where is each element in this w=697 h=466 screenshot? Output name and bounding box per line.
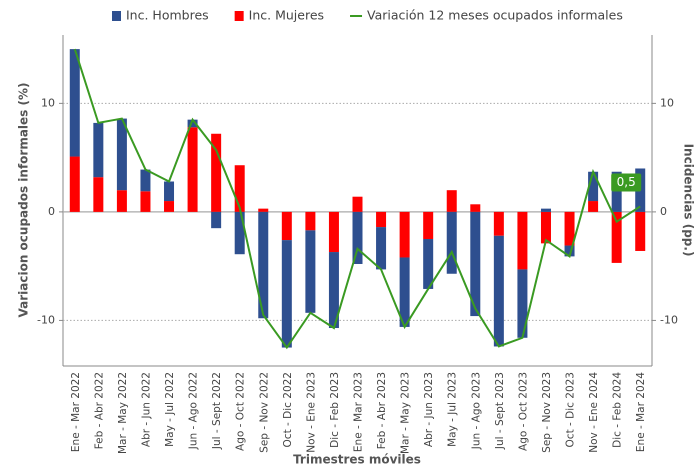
bar: [423, 239, 434, 289]
bar: [399, 211, 410, 258]
bar: [258, 208, 269, 212]
line: [73, 48, 641, 350]
y2-tick-label: 0: [660, 205, 667, 218]
annotation: 0,5: [617, 175, 636, 189]
x-tick-label: Sep - Nov 2022: [258, 372, 270, 453]
x-tick-label: Nov - Ene 2024: [588, 372, 600, 453]
x-tick-label: Ene - Mar 2023: [353, 372, 365, 452]
bar: [211, 211, 222, 229]
bar: [493, 235, 504, 347]
bar: [493, 211, 504, 236]
x-tick-label: Dic - Feb 2024: [612, 372, 624, 448]
bar: [352, 211, 363, 264]
bar: [164, 201, 175, 212]
y2-axis-title: Incidencias (pp.): [682, 144, 696, 257]
y-tick-label: 0: [48, 205, 55, 218]
x-tick-label: Jun - Ago 2023: [470, 372, 482, 450]
y-axis-title: Variacion ocupados informales (%): [17, 83, 31, 318]
bar: [588, 171, 599, 202]
bar: [69, 49, 80, 157]
x-tick-label: Jul - Sept 2022: [211, 372, 223, 450]
x-tick-label: May - Jul 2022: [164, 372, 176, 447]
bar: [564, 245, 575, 257]
x-tick-label: May - Jul 2023: [447, 372, 459, 447]
y2-tick-label: -10: [660, 313, 678, 326]
bar: [234, 165, 245, 212]
x-tick-label: Ene - Mar 2024: [635, 372, 647, 452]
bar: [140, 169, 151, 192]
bar: [93, 122, 104, 178]
bar: [611, 211, 622, 263]
bar: [328, 252, 339, 329]
bar: [611, 171, 622, 212]
bar: [116, 118, 127, 191]
bar: [187, 127, 198, 212]
x-tick-label: Sep - Nov 2023: [541, 372, 553, 453]
bar: [470, 204, 481, 212]
bar: [187, 119, 198, 128]
x-tick-label: Abr - Jun 2022: [140, 372, 152, 447]
bar: [140, 191, 151, 212]
x-tick-label: Mar - May 2023: [400, 372, 412, 454]
bar: [211, 133, 222, 212]
bar: [258, 211, 269, 319]
bar: [588, 201, 599, 212]
legend-label: Inc. Hombres: [126, 8, 209, 23]
y-tick-label: -10: [37, 313, 55, 326]
bar: [399, 257, 410, 327]
bar: [164, 181, 175, 202]
x-tick-label: Feb - Abr 2022: [93, 372, 105, 449]
x-tick-label: Oct - Dic 2023: [565, 372, 577, 447]
bar: [517, 211, 528, 270]
bar: [328, 211, 339, 253]
x-tick-label: Dic - Feb 2023: [329, 372, 341, 448]
bar: [635, 211, 646, 251]
bar: [376, 227, 387, 270]
legend-swatch: [112, 11, 121, 21]
legend-label: Inc. Mujeres: [249, 8, 324, 23]
legend-swatch: [234, 11, 244, 21]
bar: [376, 211, 387, 228]
bar: [69, 156, 80, 212]
bar: [281, 211, 292, 241]
x-tick-label: Feb - Abr 2023: [376, 372, 388, 449]
bar: [305, 230, 316, 313]
bar: [352, 196, 363, 212]
x-tick-label: Ago - Oct 2023: [517, 372, 529, 451]
bar: [305, 211, 316, 231]
bar: [446, 211, 457, 274]
x-tick-label: Ene - Mar 2022: [70, 372, 82, 452]
bar: [564, 211, 575, 246]
annotation-box: [611, 173, 642, 192]
bar: [423, 211, 434, 240]
x-tick-label: Nov - Ene 2023: [305, 372, 317, 453]
x-tick-label: Jun - Ago 2022: [188, 372, 200, 450]
bar: [93, 177, 104, 212]
bar: [281, 240, 292, 348]
bar: [234, 211, 245, 255]
bar: [517, 269, 528, 338]
bar: [470, 211, 481, 317]
x-tick-label: Mar - May 2022: [117, 372, 129, 454]
y2-tick-label: 10: [660, 96, 674, 109]
bar: [116, 190, 127, 212]
x-tick-label: Ago - Oct 2022: [235, 372, 247, 451]
x-tick-label: Jul - Sept 2023: [494, 372, 506, 450]
x-axis-title: Trimestres móviles: [293, 453, 421, 466]
x-tick-label: Abr - Jun 2023: [423, 372, 435, 447]
bar: [540, 211, 551, 244]
bar: [446, 190, 457, 212]
x-tick-label: Oct - Dic 2022: [282, 372, 294, 447]
y-tick-label: 10: [41, 96, 55, 109]
bar: [540, 208, 551, 212]
legend-label: Variación 12 meses ocupados informales: [367, 8, 623, 23]
